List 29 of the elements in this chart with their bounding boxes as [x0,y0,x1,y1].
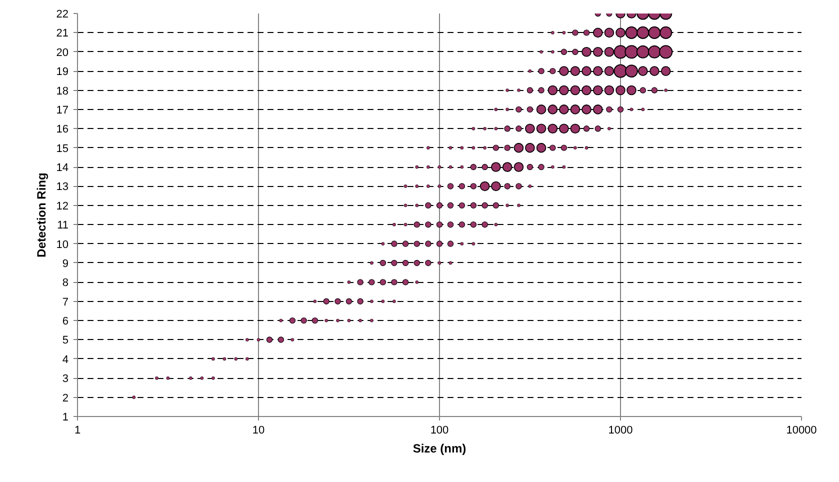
y-tick-label: 1 [62,412,69,424]
y-tick-label: 2 [62,392,69,404]
y-tick-label: 22 [56,8,69,20]
y-tick-label: 4 [62,354,69,366]
y-tick-label: 12 [56,200,69,212]
x-tick-label: 1 [74,424,81,436]
y-tick-label: 5 [62,334,69,347]
y-tick-label: 8 [62,277,69,290]
y-tick-label: 13 [56,181,69,194]
y-tick-label: 14 [56,162,69,174]
y-tick-label: 18 [56,85,69,98]
y-tick-label: 9 [62,258,69,270]
y-tick-label: 16 [56,124,69,136]
x-tick-label: 100 [430,424,449,436]
y-tick-label: 11 [57,220,69,232]
y-tick-label: 6 [62,316,69,328]
y-tick-label: 21 [56,28,69,40]
y-tick-label: 3 [62,373,69,386]
x-tick-label: 1000 [608,424,633,436]
x-tick-label: 10 [252,424,265,436]
y-tick-label: 17 [56,104,69,116]
y-tick-label: 20 [56,46,69,59]
y-tick-label: 15 [56,142,69,155]
y-axis-title: Detection Ring [34,172,48,258]
y-tick-label: 10 [56,238,69,251]
y-tick-label: 7 [62,296,69,308]
x-axis-title: Size (nm) [412,442,466,456]
x-tick-label: 10000 [786,424,817,436]
y-tick-label: 19 [56,66,69,78]
